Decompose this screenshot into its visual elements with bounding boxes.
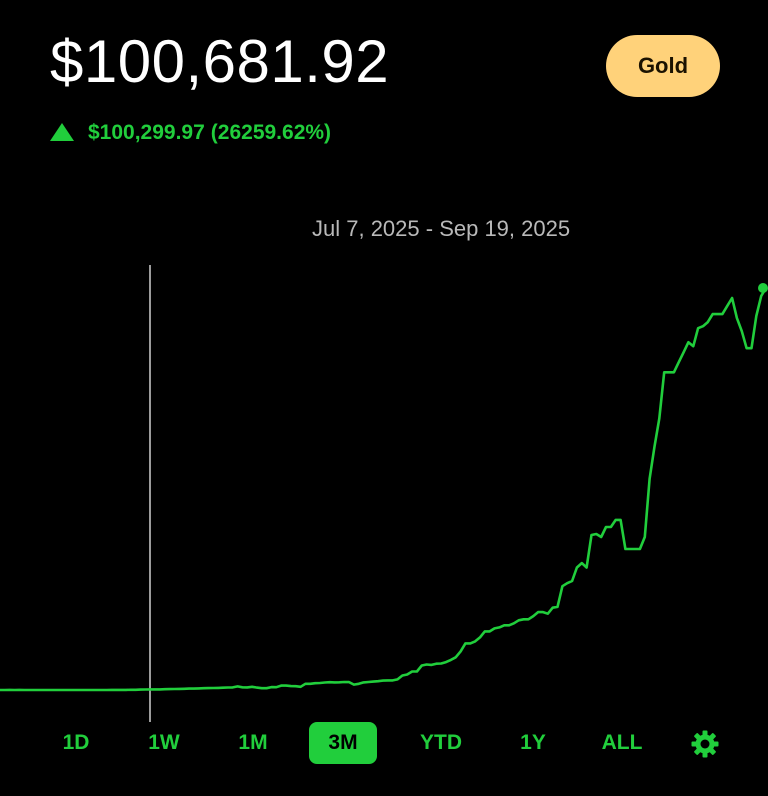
gear-icon[interactable] [690, 729, 720, 759]
range-1y-button[interactable]: 1Y [520, 731, 546, 754]
up-arrow-icon [50, 123, 74, 141]
gain-amount: $100,299.97 [88, 121, 205, 144]
range-ytd-button[interactable]: YTD [420, 731, 462, 754]
portfolio-value: $100,681.92 [50, 28, 390, 95]
price-line [0, 286, 768, 692]
range-3m-button[interactable]: 3M [309, 722, 377, 764]
range-selector: 1D 1W 1M 3M YTD 1Y ALL [0, 722, 768, 766]
price-line-end-dot [758, 283, 768, 293]
range-all-button[interactable]: ALL [601, 731, 643, 754]
gain-percent: (26259.62%) [210, 121, 332, 144]
gold-button[interactable]: Gold [606, 35, 720, 97]
chart-date-range: Jul 7, 2025 - Sep 19, 2025 [312, 216, 571, 241]
range-1m-button[interactable]: 1M [238, 731, 268, 754]
gain-row: $100,299.97 (26259.62%) [50, 118, 331, 148]
range-1d-button[interactable]: 1D [62, 731, 90, 754]
range-1w-button[interactable]: 1W [148, 731, 180, 754]
